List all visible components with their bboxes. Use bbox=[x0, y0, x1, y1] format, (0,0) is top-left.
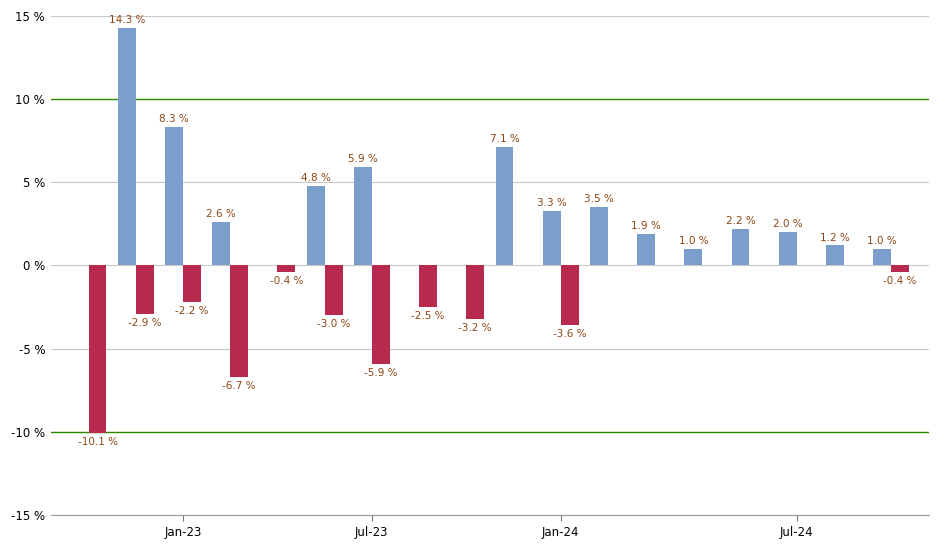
Bar bbox=[230, 266, 248, 377]
Bar bbox=[684, 249, 702, 266]
Bar bbox=[466, 266, 484, 318]
Bar bbox=[873, 249, 891, 266]
Text: 7.1 %: 7.1 % bbox=[490, 134, 520, 145]
Bar bbox=[542, 211, 560, 266]
Bar bbox=[88, 266, 106, 433]
Text: -0.4 %: -0.4 % bbox=[884, 276, 916, 286]
Text: 1.0 %: 1.0 % bbox=[868, 236, 897, 246]
Bar bbox=[731, 229, 749, 266]
Bar bbox=[306, 186, 324, 266]
Bar bbox=[165, 128, 183, 266]
Text: 2.0 %: 2.0 % bbox=[773, 219, 803, 229]
Text: 8.3 %: 8.3 % bbox=[159, 114, 189, 124]
Text: 4.8 %: 4.8 % bbox=[301, 173, 331, 183]
Text: 3.5 %: 3.5 % bbox=[584, 194, 614, 204]
Text: 1.2 %: 1.2 % bbox=[820, 233, 850, 243]
Text: -10.1 %: -10.1 % bbox=[77, 437, 118, 448]
Bar bbox=[590, 207, 608, 266]
Bar bbox=[324, 266, 342, 315]
Text: 5.9 %: 5.9 % bbox=[348, 155, 378, 164]
Text: -3.2 %: -3.2 % bbox=[459, 323, 492, 333]
Bar bbox=[419, 266, 437, 307]
Bar bbox=[372, 266, 390, 364]
Text: 1.0 %: 1.0 % bbox=[679, 236, 708, 246]
Bar bbox=[495, 147, 513, 266]
Bar bbox=[135, 266, 154, 313]
Text: -2.2 %: -2.2 % bbox=[175, 306, 209, 316]
Text: -2.9 %: -2.9 % bbox=[128, 318, 162, 328]
Text: 2.2 %: 2.2 % bbox=[726, 216, 756, 226]
Text: 1.9 %: 1.9 % bbox=[632, 221, 661, 231]
Text: -0.4 %: -0.4 % bbox=[270, 276, 303, 286]
Bar bbox=[118, 28, 135, 266]
Text: -3.0 %: -3.0 % bbox=[317, 320, 351, 329]
Text: 14.3 %: 14.3 % bbox=[109, 15, 145, 25]
Text: -3.6 %: -3.6 % bbox=[553, 329, 587, 339]
Text: -5.9 %: -5.9 % bbox=[364, 367, 398, 378]
Bar bbox=[277, 266, 295, 272]
Bar bbox=[891, 266, 909, 272]
Bar bbox=[826, 245, 844, 266]
Bar bbox=[560, 266, 579, 325]
Text: 2.6 %: 2.6 % bbox=[207, 209, 236, 219]
Bar bbox=[637, 234, 655, 266]
Bar bbox=[212, 222, 230, 266]
Text: 3.3 %: 3.3 % bbox=[537, 197, 567, 207]
Bar bbox=[778, 232, 797, 266]
Bar bbox=[353, 167, 372, 266]
Bar bbox=[183, 266, 201, 302]
Text: -6.7 %: -6.7 % bbox=[223, 381, 256, 391]
Text: -2.5 %: -2.5 % bbox=[411, 311, 445, 321]
